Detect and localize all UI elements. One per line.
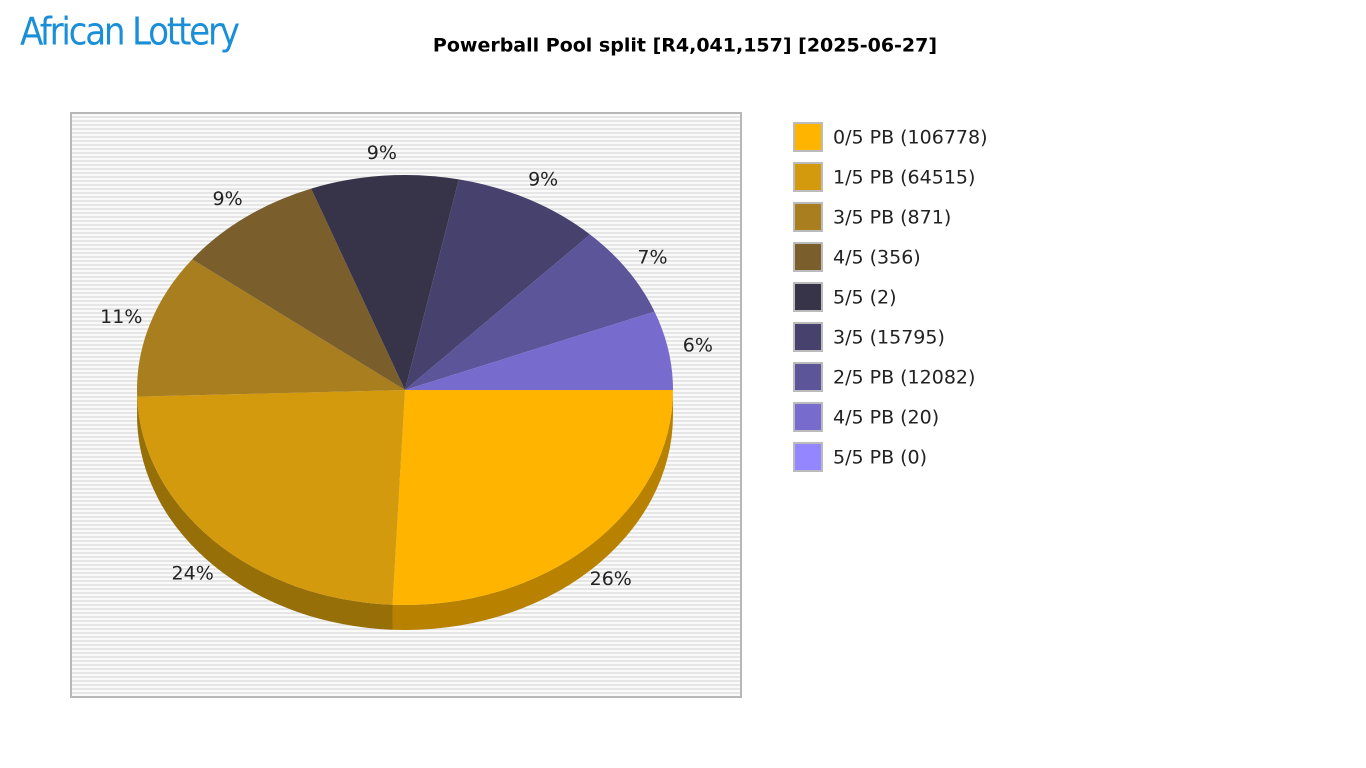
legend-label: 0/5 PB (106778) (833, 127, 988, 149)
data-label: 9% (213, 188, 243, 210)
legend-label: 3/5 PB (871) (833, 207, 951, 229)
pie-slice (405, 234, 655, 390)
data-label: 9% (528, 169, 558, 191)
legend-swatch (793, 242, 823, 272)
pie-side (137, 396, 393, 630)
data-label: 26% (590, 568, 632, 590)
legend-swatch (793, 162, 823, 192)
data-label: 9% (367, 142, 397, 164)
legend-swatch (793, 322, 823, 352)
legend-swatch (793, 442, 823, 472)
legend-swatch (793, 202, 823, 232)
pie-slice (137, 390, 405, 605)
pie-slice (137, 259, 405, 397)
pie-side (392, 390, 673, 631)
data-label: 24% (172, 562, 214, 584)
legend-label: 5/5 PB (0) (833, 447, 927, 469)
legend-label: 5/5 (2) (833, 287, 897, 309)
pie-slice (192, 188, 405, 390)
legend-label: 4/5 PB (20) (833, 407, 939, 429)
logo[interactable]: African Lottery (20, 10, 240, 54)
legend-swatch (793, 362, 823, 392)
legend-label: 4/5 (356) (833, 247, 921, 269)
data-label: 7% (637, 246, 667, 268)
pie-slice (392, 390, 673, 606)
legend-swatch (793, 402, 823, 432)
chart-title: Powerball Pool split [R4,041,157] [2025-… (433, 35, 937, 57)
pie: 26% 24% 11% 9% 9% 9% 7% 6% (100, 142, 713, 631)
data-label: 6% (683, 335, 713, 357)
data-label: 11% (100, 306, 142, 328)
legend-label: 3/5 (15795) (833, 327, 945, 349)
legend-swatch (793, 122, 823, 152)
pie-slice (405, 179, 591, 390)
legend-label: 2/5 PB (12082) (833, 367, 975, 389)
legend: 0/5 PB (106778) 1/5 PB (64515) 3/5 PB (871… (793, 122, 988, 472)
legend-label: 1/5 PB (64515) (833, 167, 975, 189)
pie-slice (405, 311, 673, 390)
legend-swatch (793, 282, 823, 312)
pie-slice (311, 174, 459, 390)
